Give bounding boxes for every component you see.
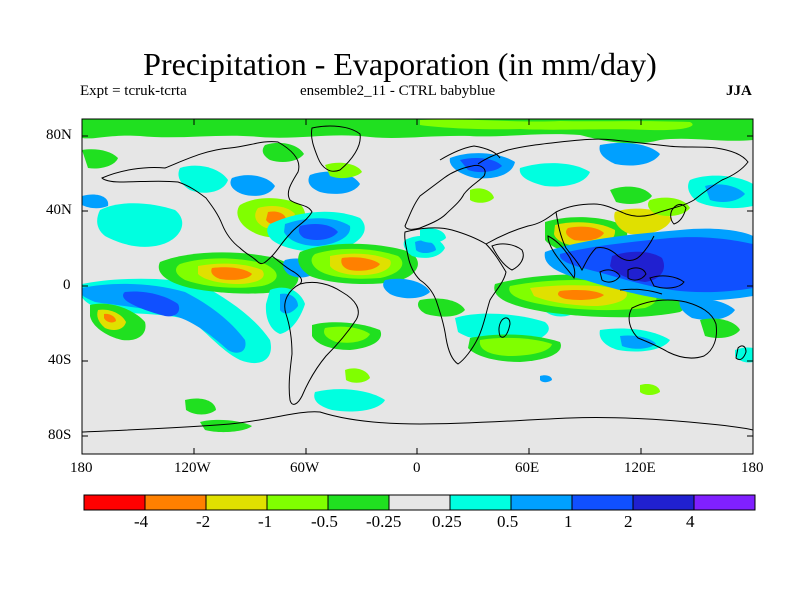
lon-tick-label: 60W (290, 460, 320, 476)
colorbar-label: 4 (686, 512, 695, 531)
anomaly-region (420, 119, 693, 131)
anomaly-region (705, 184, 745, 202)
anomaly-region (566, 226, 604, 241)
lon-tick-label: 180 (741, 460, 764, 476)
experiment-label: Expt = tcruk-tcrta (80, 83, 187, 99)
anomaly-region (298, 224, 338, 240)
anomaly-region (540, 375, 552, 383)
anomaly-region (460, 158, 502, 173)
plot-title: Precipitation - Evaporation (in mm/day) (143, 46, 657, 82)
colorbar-label: 2 (624, 512, 633, 531)
coastlines (82, 125, 753, 433)
lat-tick-label: 40S (48, 352, 72, 368)
lon-tick-label: 120E (624, 460, 656, 476)
anomaly-region (211, 267, 252, 280)
season-label: JJA (726, 83, 752, 99)
anomaly-region (640, 383, 660, 395)
anomaly-region (610, 186, 652, 204)
anomaly-region (479, 337, 552, 356)
ensemble-label: ensemble2_11 - CTRL babyblue (300, 83, 496, 99)
anomaly-region (735, 347, 753, 363)
colorbar-label: -4 (134, 512, 149, 531)
lon-tick-label: 120W (174, 460, 211, 476)
anomaly-region (620, 335, 656, 349)
colorbar-swatch (205, 494, 268, 511)
anomaly-region (415, 240, 436, 253)
anomaly-region (420, 228, 446, 243)
colorbar-label: -0.5 (311, 512, 338, 531)
anomaly-region (104, 313, 116, 323)
colorbar-swatch (327, 494, 390, 511)
anomaly-region (700, 318, 740, 338)
colorbar-swatch (449, 494, 512, 511)
colorbar-label: -1 (258, 512, 273, 531)
colorbar-swatch (83, 494, 146, 511)
colorbar-swatch (510, 494, 573, 511)
lon-tick-label: 60E (515, 460, 540, 476)
colorbar-swatch (144, 494, 207, 511)
axis-ticks (81, 119, 754, 454)
anomaly-region (314, 389, 385, 412)
anomaly-region (599, 142, 660, 166)
lat-tick-label: 80S (48, 427, 72, 443)
lat-tick-label: 80N (46, 127, 72, 143)
anomaly-region (178, 165, 228, 193)
anomaly-region (82, 283, 246, 353)
colorbar-swatch (693, 494, 756, 511)
colorbar-label: 0.5 (497, 512, 519, 531)
colorbar-swatch (266, 494, 329, 511)
anomaly-region (230, 175, 275, 196)
anomaly-region (418, 298, 465, 317)
anomaly-region (185, 398, 216, 415)
anomaly-region (345, 368, 370, 383)
anomaly-region (82, 149, 118, 169)
anomaly-region (262, 142, 304, 162)
colorbar-swatch (388, 494, 451, 511)
lat-tick-label: 0 (63, 277, 71, 293)
anomaly-region (383, 278, 430, 299)
anomaly-region (519, 163, 590, 187)
anomaly-region (324, 326, 370, 343)
anomaly-region (648, 197, 690, 216)
colorbar-label: -2 (196, 512, 211, 531)
colorbar-label: 1 (564, 512, 573, 531)
lon-tick-label: 0 (413, 460, 421, 476)
lon-tick-label: 180 (70, 460, 93, 476)
anomaly-region (679, 298, 735, 320)
anomaly-region (97, 203, 183, 247)
colorbar-label: -0.25 (366, 512, 402, 531)
anomaly-region (341, 257, 380, 271)
anomaly-region (82, 194, 109, 209)
lat-tick-label: 40N (46, 202, 72, 218)
anomaly-region (325, 162, 362, 179)
anomaly-region (558, 290, 604, 300)
anomaly-region (123, 291, 180, 317)
colorbar-label: 0.25 (432, 512, 462, 531)
colorbar-swatch (571, 494, 634, 511)
colorbar-swatch (632, 494, 695, 511)
anomaly-region (470, 188, 494, 203)
colorbar (83, 494, 756, 511)
